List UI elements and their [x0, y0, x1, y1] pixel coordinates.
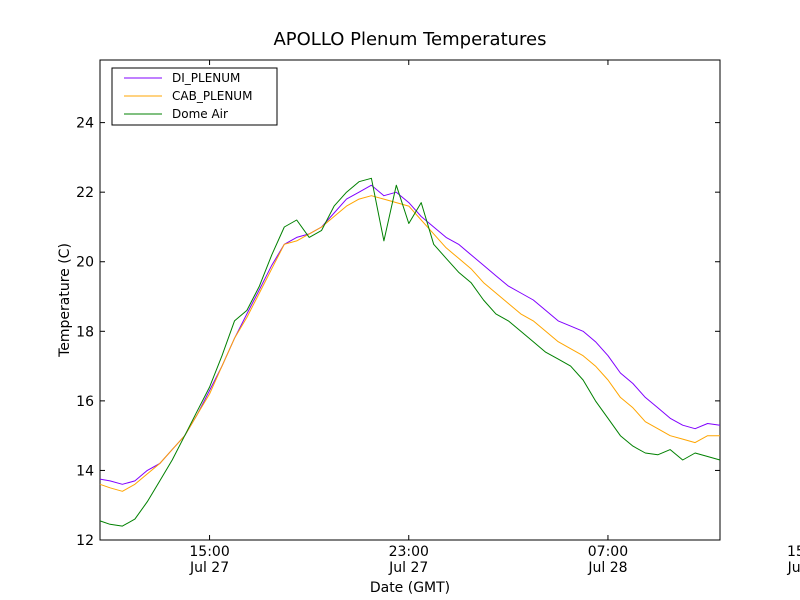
x-tick-label-time: 15:00: [787, 544, 800, 560]
x-tick-label-date: Jul 27: [189, 560, 229, 576]
x-tick-label-time: 07:00: [588, 544, 628, 560]
x-tick-label-date: Jul 28: [587, 560, 627, 576]
y-tick-label: 20: [76, 255, 94, 271]
x-axis-label: Date (GMT): [370, 580, 450, 596]
series-layer: [99, 177, 721, 527]
x-tick-label-time: 15:00: [189, 544, 229, 560]
x-tick-label-date: Jul 28: [787, 560, 800, 576]
legend: DI_PLENUM CAB_PLENUM Dome Air: [111, 67, 278, 126]
series-line-di-plenum: [99, 184, 721, 485]
y-tick-label: 18: [76, 324, 94, 340]
y-axis-label: Temperature (C): [57, 243, 73, 358]
legend-label-di-plenum: DI_PLENUM: [172, 71, 240, 85]
y-axis-ticks: 12 14 16 18 20 22 24: [76, 116, 720, 549]
x-tick-label-date: Jul 27: [388, 560, 428, 576]
y-tick-label: 14: [76, 463, 94, 479]
y-tick-label: 24: [76, 116, 94, 132]
chart-title: APOLLO Plenum Temperatures: [273, 29, 546, 50]
legend-label-dome-air: Dome Air: [172, 107, 228, 121]
y-tick-label: 16: [76, 394, 94, 410]
legend-label-cab-plenum: CAB_PLENUM: [172, 89, 252, 103]
y-tick-label: 22: [76, 185, 94, 201]
series-line-cab-plenum: [99, 195, 720, 492]
series-line-dome-air: [99, 177, 721, 527]
y-tick-label: 12: [76, 533, 94, 549]
x-tick-label-time: 23:00: [389, 544, 429, 560]
plot-frame: [99, 59, 721, 541]
